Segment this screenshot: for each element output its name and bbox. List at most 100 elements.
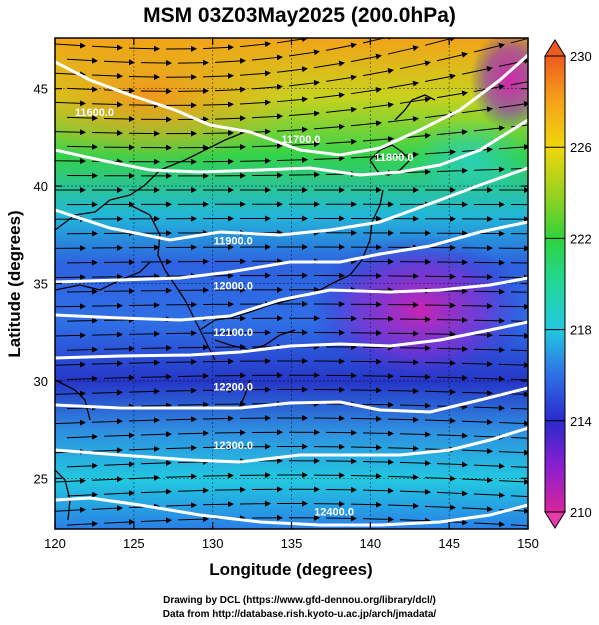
streamline-segment (511, 0, 541, 1)
streamline-segment (362, 136, 394, 142)
streamline-segment (436, 374, 468, 381)
credit-data: Data from http://database.rish.kyoto-u.a… (162, 609, 437, 620)
streamline-segment (140, 459, 172, 466)
streamline-segment (461, 303, 493, 310)
streamline-segment (202, 129, 234, 136)
streamline-segment (140, 488, 172, 495)
credits: Drawing by DCL (https://www.gfd-dennou.o… (0, 594, 599, 622)
streamline-segment (473, 463, 505, 470)
streamline-segment (498, 144, 528, 150)
streamline-segment (55, 42, 86, 49)
streamline-segment (399, 60, 431, 70)
streamline-segment (177, 59, 209, 66)
x-tick-label: 145 (438, 536, 460, 551)
streamline-segment (91, 130, 123, 137)
streamline-segment (202, 472, 234, 479)
streamline-segment (128, 45, 160, 52)
streamline-segment (165, 416, 197, 423)
streamline-segment (436, 345, 468, 352)
contour-label: 11800.0 (374, 152, 413, 164)
streamline-segment (436, 129, 468, 136)
streamline-segment (424, 331, 456, 338)
streamline-segment (473, 492, 505, 499)
streamline-segment (128, 74, 160, 81)
streamline-segment (498, 478, 528, 485)
streamline-segment (55, 361, 86, 368)
contour-labels: 11600.0 11700.0 11800.0 11900.0 12000.0 12100… (75, 107, 414, 518)
streamline-segment (202, 101, 234, 108)
streamline-segment (399, 460, 431, 467)
streamline-segment (350, 415, 382, 422)
x-tick-label: 140 (359, 536, 381, 551)
streamline-segment (387, 416, 419, 423)
streamline-segment (55, 390, 86, 397)
streamline-segment (177, 401, 209, 408)
streamline-segment (91, 476, 123, 483)
x-tick-label: 130 (202, 536, 224, 551)
streamline-segment (362, 516, 394, 523)
streamline-segment (177, 516, 209, 523)
streamline-segment (325, 106, 357, 113)
streamline-segment (399, 96, 431, 104)
streamline-segment (510, 378, 528, 381)
streamline-segment (461, 390, 493, 397)
streamline-segment (510, 524, 528, 527)
streamline-segment (214, 86, 246, 93)
streamline-segment (165, 358, 197, 365)
streamline-segment (510, 495, 528, 498)
x-axis-ticks: 120 125 130 135 140 145 150 (44, 38, 539, 551)
y-axis-label: Latitude (degrees) (5, 210, 24, 357)
streamline-segment (66, 317, 98, 324)
streamline-segment (436, 317, 468, 324)
streamline-segment (288, 110, 320, 117)
streamline-segment (473, 317, 505, 324)
streamline-segment (55, 129, 86, 136)
streamline-segment (66, 462, 98, 469)
height-contours (55, 53, 528, 527)
streamline-segment (55, 419, 86, 426)
y-tick-label: 30 (34, 374, 48, 389)
x-tick-label: 120 (44, 536, 66, 551)
contour-label: 12200.0 (213, 382, 253, 394)
streamline-segment (362, 68, 394, 77)
streamline-segment (140, 402, 172, 409)
streamline-segment (498, 449, 528, 456)
streamline-segment (425, 0, 455, 9)
contour-label: 11600.0 (75, 107, 114, 119)
streamline-segment (362, 401, 394, 408)
streamline-segment (362, 487, 394, 494)
streamline-segment (239, 99, 271, 106)
streamline-segment (436, 51, 468, 62)
y-tick-label: 40 (34, 179, 48, 194)
streamline-segment (387, 116, 419, 123)
streamline-segment (362, 102, 394, 109)
streamline-segment (66, 433, 98, 440)
y-tick-label: 35 (34, 277, 48, 292)
streamline-segment (498, 420, 528, 427)
streamline-segment (400, 26, 430, 34)
streamline-segment (177, 373, 209, 380)
streamline-segment (436, 490, 468, 497)
streamline-segment (473, 42, 505, 53)
streamline-segment (473, 405, 505, 411)
streamline-segment (55, 332, 86, 339)
streamline-segment (276, 96, 308, 103)
streamline-segment (399, 373, 431, 380)
streamline-segment (66, 115, 98, 122)
page-title: MSM 03Z03May2025 (200.0hPa) (143, 4, 456, 27)
streamline-segment (177, 430, 209, 437)
streamline-segment (313, 92, 345, 99)
streamline-segment (165, 473, 197, 480)
contour-label: 12400.0 (314, 506, 354, 518)
streamline-segment (140, 431, 172, 438)
streamline-segment (498, 362, 528, 369)
streamline-segment (387, 502, 419, 509)
streamline-segment (214, 115, 246, 122)
streamline-segment (103, 461, 135, 468)
streamline-segment (461, 66, 493, 75)
streamline-segment (91, 360, 123, 367)
streamline-segment (387, 359, 419, 366)
streamline-segment (239, 157, 271, 164)
streamline-segment (510, 437, 528, 439)
